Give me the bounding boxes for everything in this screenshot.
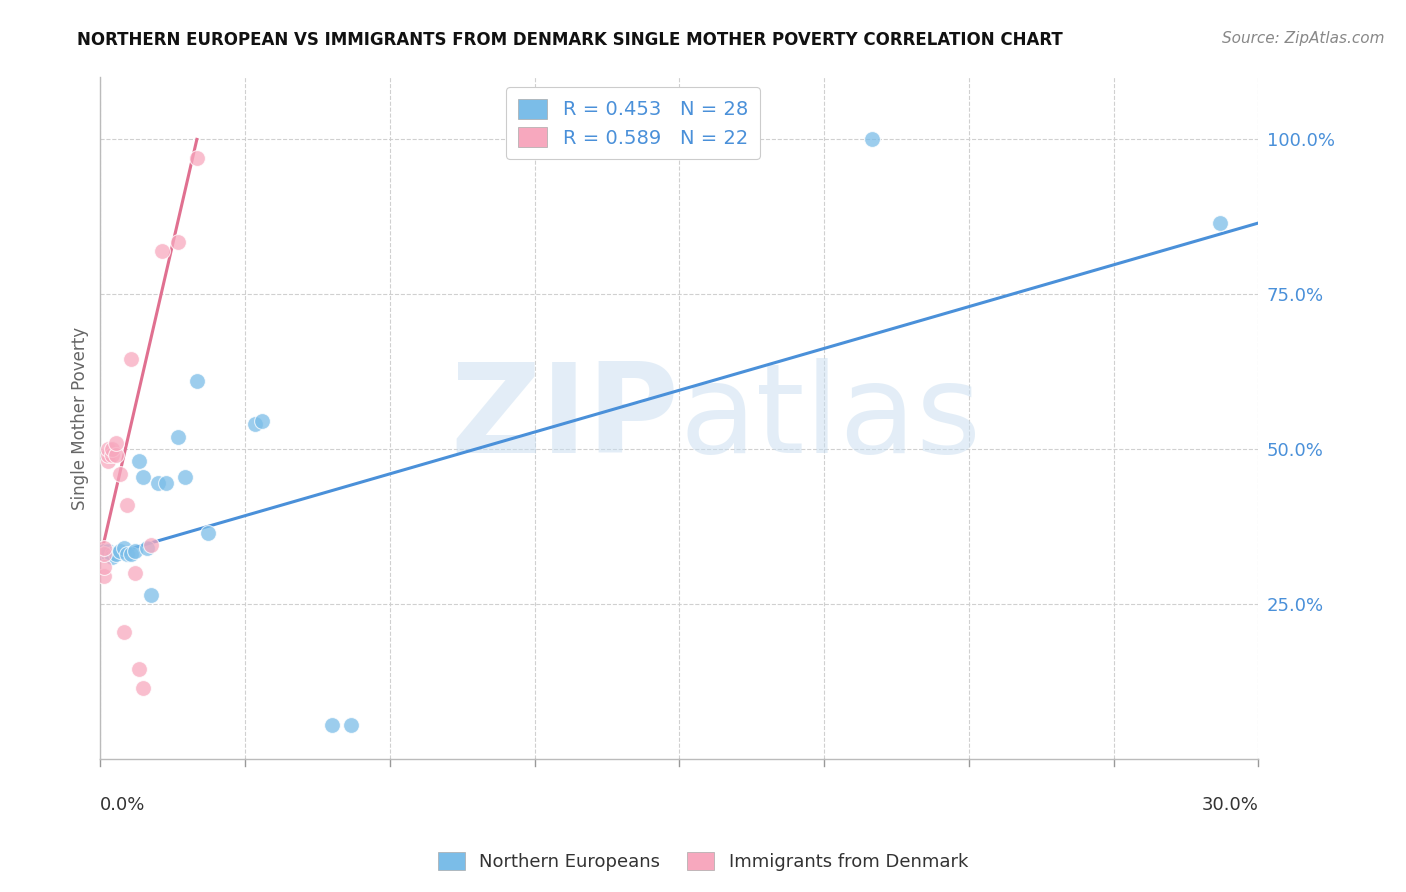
Point <box>155 476 177 491</box>
Point <box>108 467 131 481</box>
Point <box>128 662 150 676</box>
Text: atlas: atlas <box>679 358 981 479</box>
Point <box>166 430 188 444</box>
Point <box>1209 216 1232 230</box>
Point <box>112 624 135 639</box>
Point <box>139 588 162 602</box>
Point <box>174 470 197 484</box>
Point <box>104 448 127 462</box>
Point <box>197 525 219 540</box>
Point <box>112 541 135 556</box>
Point <box>108 544 131 558</box>
Legend: R = 0.453   N = 28, R = 0.589   N = 22: R = 0.453 N = 28, R = 0.589 N = 22 <box>506 87 759 160</box>
Point <box>101 548 124 562</box>
Point <box>97 442 120 456</box>
Point <box>132 681 155 695</box>
Text: ZIP: ZIP <box>451 358 679 479</box>
Point <box>860 132 883 146</box>
Point <box>128 454 150 468</box>
Point <box>132 470 155 484</box>
Text: 30.0%: 30.0% <box>1202 797 1258 814</box>
Point <box>150 244 173 258</box>
Y-axis label: Single Mother Poverty: Single Mother Poverty <box>72 326 89 509</box>
Point <box>120 548 142 562</box>
Point <box>117 498 139 512</box>
Point <box>93 548 115 562</box>
Text: NORTHERN EUROPEAN VS IMMIGRANTS FROM DENMARK SINGLE MOTHER POVERTY CORRELATION C: NORTHERN EUROPEAN VS IMMIGRANTS FROM DEN… <box>77 31 1063 49</box>
Point <box>120 352 142 367</box>
Text: 0.0%: 0.0% <box>100 797 146 814</box>
Point <box>104 548 127 562</box>
Point <box>101 550 124 565</box>
Point <box>135 541 157 556</box>
Point <box>101 442 124 456</box>
Point <box>243 417 266 432</box>
Point <box>166 235 188 249</box>
Point <box>124 544 146 558</box>
Point <box>321 717 343 731</box>
Point <box>124 566 146 580</box>
Point <box>148 476 170 491</box>
Point <box>97 544 120 558</box>
Point <box>93 569 115 583</box>
Point <box>252 414 274 428</box>
Point <box>104 436 127 450</box>
Text: Source: ZipAtlas.com: Source: ZipAtlas.com <box>1222 31 1385 46</box>
Point <box>93 559 115 574</box>
Point <box>93 548 115 562</box>
Point <box>97 454 120 468</box>
Point <box>139 538 162 552</box>
Point <box>186 151 208 165</box>
Point <box>117 548 139 562</box>
Point <box>97 548 120 562</box>
Point <box>186 374 208 388</box>
Point <box>97 448 120 462</box>
Point <box>93 544 115 558</box>
Point <box>93 541 115 556</box>
Point <box>340 717 363 731</box>
Legend: Northern Europeans, Immigrants from Denmark: Northern Europeans, Immigrants from Denm… <box>430 845 976 879</box>
Point <box>101 448 124 462</box>
